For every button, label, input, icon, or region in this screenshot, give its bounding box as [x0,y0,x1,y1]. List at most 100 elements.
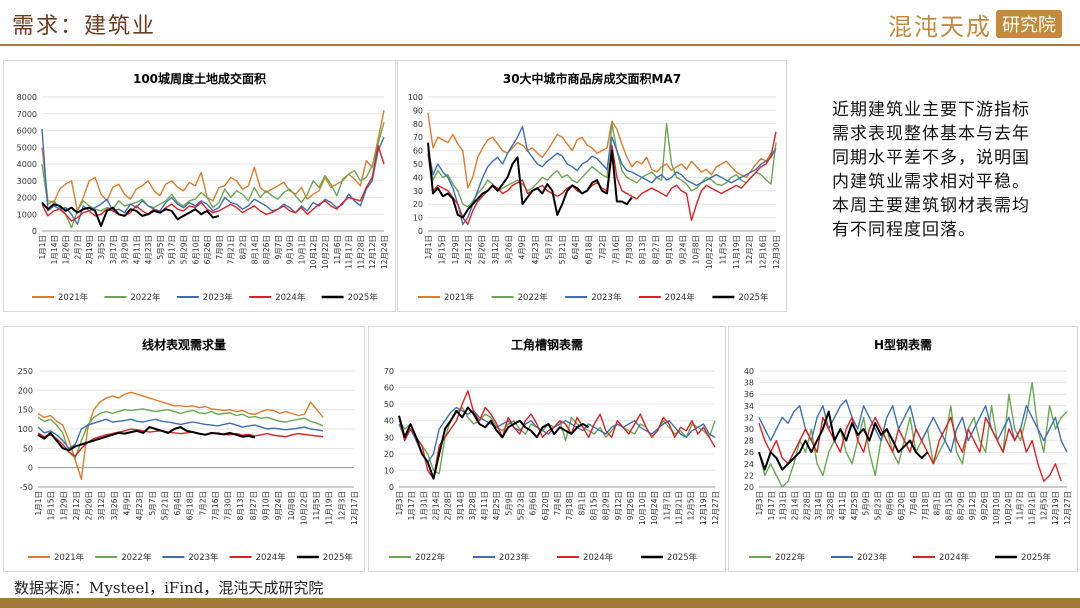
x-tick-label: 12月5日 [1039,491,1048,520]
legend-label: 2021年 [54,552,85,563]
x-tick-label: 1月1日 [424,235,433,260]
x-tick-label: 3月12日 [97,491,106,520]
x-tick-label: 10月8日 [287,491,296,520]
y-tick-label: 0 [28,464,33,473]
x-tick-label: 3月12日 [491,235,500,264]
chart-title: 100城周度土地成交面积 [133,71,266,86]
x-tick-label: 2月28日 [444,491,453,520]
x-tick-label: 4月23日 [144,235,153,264]
chart-land: 100城周度土地成交面积 0 1000 2000 3000 4000 5000 6000 700… [17,71,389,303]
x-tick-label: 6月6日 [885,491,894,516]
x-tick-label: 6月4日 [571,235,580,260]
chart-hbeam: H型钢表需 20 22 24 26 28 30 32 34 36 38 40 1月3日 1月17日 1月31… [744,337,1072,563]
x-tick-label: 11月6日 [333,235,342,264]
x-tick-label: 9月12日 [968,491,977,520]
x-tick-label: 4月25日 [850,491,859,520]
x-tick-label: 11月21日 [675,491,684,525]
x-tick-label: 6月20日 [541,491,550,520]
y-tick-label: 20 [744,483,754,492]
y-tick-label: 40 [384,417,394,426]
x-tick-label: 1月17日 [407,491,416,520]
y-tick-label: 20 [384,450,394,459]
x-tick-label: 12月30日 [772,235,781,269]
series-line-y2023 [41,128,385,226]
x-tick-label: 7月16日 [611,235,620,264]
y-tick-label: 32 [744,413,754,422]
y-tick-label: 3000 [17,177,37,186]
x-tick-label: 2月19日 [85,235,94,264]
x-tick-label: 11月5日 [312,491,321,520]
series-line-y2024 [398,390,716,480]
y-tick-label: 22 [744,471,754,480]
legend-label: 2022年 [775,552,806,563]
x-tick-label: 9月19日 [286,235,295,264]
chart-panel-angle: 工角槽钢表需 0 10 20 30 40 50 60 70 1月3日 1月17日 1月31日 2月14日… [368,326,726,572]
x-tick-label: 9月12日 [614,491,623,520]
x-tick-label: 8月2日 [238,235,247,260]
x-tick-label: 11月19日 [325,491,334,525]
x-tick-label: 9月10日 [665,235,674,264]
x-tick-label: 5月21日 [558,235,567,264]
x-tick-label: 2月7日 [73,235,82,260]
x-tick-label: 7月4日 [909,491,918,516]
x-tick-label: 6月18日 [585,235,594,264]
x-tick-label: 7月18日 [565,491,574,520]
x-tick-label: 1月31日 [779,491,788,520]
legend-label: 2024年 [256,552,287,563]
y-tick-label: 0 [32,227,37,236]
x-tick-label: 1月3日 [755,491,764,516]
x-tick-label: 10月24日 [650,491,659,525]
x-tick-label: 5月29日 [180,235,189,264]
x-tick-label: 7月2日 [198,491,207,516]
x-tick-label: 7月4日 [553,491,562,516]
x-tick-label: 1月31日 [419,491,428,520]
series-line-y2025 [41,201,220,227]
chart-angle: 工角槽钢表需 0 10 20 30 40 50 60 70 1月3日 1月17日 1月31日 2月14日… [384,337,720,563]
x-tick-label: 2月14日 [431,491,440,520]
x-tick-label: 4月9日 [518,235,527,260]
x-tick-label: 6月4日 [173,491,182,516]
x-tick-label: 12月27日 [1063,491,1072,525]
y-tick-label: 200 [18,386,33,395]
x-tick-label: 4月9日 [122,491,131,516]
x-tick-label: 6月26日 [203,235,212,264]
chart-panel-hbeam: H型钢表需 20 22 24 26 28 30 32 34 36 38 40 1月3日 1月17日 1月31… [728,326,1078,572]
series-line-y2021 [427,113,777,189]
x-tick-label: 1月3日 [395,491,404,516]
legend-label: 2023年 [188,552,219,563]
x-tick-label: 3月26日 [504,235,513,264]
x-tick-label: 2月12日 [72,491,81,520]
y-tick-label: 80 [413,120,423,129]
legend-label: 2024年 [665,292,696,303]
x-tick-label: 6月18日 [186,491,195,520]
x-tick-label: 11月7日 [1016,491,1025,520]
x-tick-label: 1月26日 [62,235,71,264]
x-tick-label: 9月24日 [274,491,283,520]
x-tick-label: 7月18日 [921,491,930,520]
x-tick-label: 11月28日 [356,235,365,269]
y-tick-label: 36 [744,390,754,399]
y-tick-label: 30 [744,425,754,434]
x-tick-label: 6月6日 [529,491,538,516]
y-tick-label: 50 [413,160,423,169]
x-tick-label: 2月28日 [802,491,811,520]
y-tick-label: 10 [413,214,423,223]
x-tick-label: 6月10日 [191,235,200,264]
y-tick-label: 40 [413,173,423,182]
chart-panel-land: 100城周度土地成交面积 0 1000 2000 3000 4000 5000 6000 700… [3,60,396,312]
legend-label: 2024年 [939,552,970,563]
y-tick-label: -50 [20,483,33,492]
x-tick-label: 5月23日 [517,491,526,520]
series-line-y2025 [427,142,633,219]
y-tick-label: 38 [744,379,754,388]
x-tick-label: 4月23日 [135,491,144,520]
commentary-text: 近期建筑业主要下游指标需求表现整体基本与去年同期水平差不多，说明国内建筑业需求相… [832,100,1030,240]
x-tick-label: 4月11日 [132,235,141,264]
x-tick-label: 8月13日 [236,491,245,520]
x-tick-label: 2月26日 [478,235,487,264]
x-tick-label: 10月1日 [297,235,306,264]
y-tick-label: 70 [413,133,423,142]
x-tick-label: 8月1日 [577,491,586,516]
y-tick-label: 2000 [17,194,37,203]
x-tick-label: 3月14日 [814,491,823,520]
